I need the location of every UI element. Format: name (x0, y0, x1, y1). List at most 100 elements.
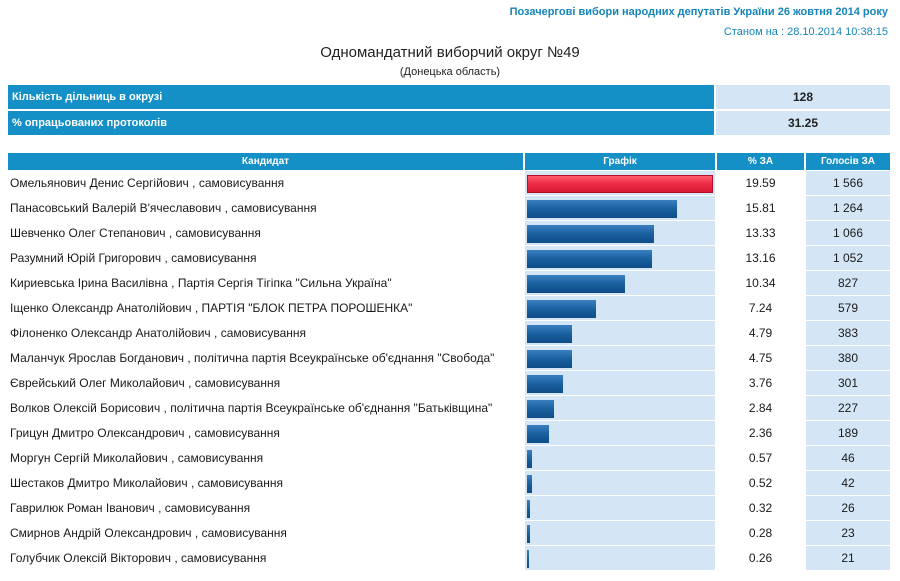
table-row: Шевченко Олег Степанович , самовисування… (8, 220, 890, 245)
votes-cell: 579 (806, 296, 890, 320)
percent-cell: 13.16 (717, 246, 804, 270)
candidate-name: Волков Олексій Борисович (10, 401, 161, 415)
chart-cell (525, 346, 715, 370)
column-header-votes[interactable]: Голосів ЗА (806, 153, 890, 170)
chart-cell (525, 546, 715, 570)
vote-share-bar (527, 400, 554, 418)
candidate-party: , самовисування (161, 251, 257, 265)
table-row: Голубчик Олексій Вікторович , самовисува… (8, 545, 890, 570)
election-title: Позачергові вибори народних депутатів Ук… (509, 6, 888, 18)
candidate-cell: Єврейський Олег Миколайович , самовисува… (8, 371, 523, 395)
candidate-party: , політична партія Всеукраїнське об'єдна… (160, 401, 493, 415)
percent-cell: 0.57 (717, 446, 804, 470)
table-row: Гаврилюк Роман Іванович , самовисування 0… (8, 495, 890, 520)
chart-cell (525, 446, 715, 470)
vote-share-bar (527, 500, 530, 518)
candidate-cell: Омельянович Денис Сергійович , самовисув… (8, 171, 523, 195)
percent-cell: 0.26 (717, 546, 804, 570)
candidate-cell: Разумний Юрій Григорович , самовисування (8, 246, 523, 270)
column-header-candidate[interactable]: Кандидат (8, 153, 523, 170)
candidate-name: Єврейський Олег Миколайович (10, 376, 185, 390)
percent-cell: 7.24 (717, 296, 804, 320)
vote-share-bar (527, 350, 572, 368)
votes-cell: 46 (806, 446, 890, 470)
summary-polling-stations: Кількість дільниць в окрузі 128 (8, 85, 890, 109)
percent-cell: 0.28 (717, 521, 804, 545)
vote-share-bar (527, 525, 530, 543)
district-title: Одномандатний виборчий округ №49 (320, 44, 580, 61)
table-row: Єврейський Олег Миколайович , самовисува… (8, 370, 890, 395)
percent-cell: 0.32 (717, 496, 804, 520)
candidate-cell: Голубчик Олексій Вікторович , самовисува… (8, 546, 523, 570)
chart-cell (525, 421, 715, 445)
candidate-name: Філоненко Олександр Анатолійович (10, 326, 211, 340)
votes-cell: 1 566 (806, 171, 890, 195)
candidate-name: Смирнов Андрій Олександрович (10, 526, 192, 540)
votes-cell: 380 (806, 346, 890, 370)
table-row: Кириевська Ірина Василівна , Партія Серг… (8, 270, 890, 295)
table-row: Панасовський Валерій В'ячеславович , сам… (8, 195, 890, 220)
candidate-party: , самовисування (210, 326, 307, 340)
table-row: Смирнов Андрій Олександрович , самовисув… (8, 520, 890, 545)
votes-cell: 23 (806, 521, 890, 545)
table-row: Шестаков Дмитро Миколайович , самовисува… (8, 470, 890, 495)
votes-cell: 227 (806, 396, 890, 420)
candidate-name: Моргун Сергій Миколайович (10, 451, 168, 465)
table-row: Омельянович Денис Сергійович , самовисув… (8, 170, 890, 195)
vote-share-bar (527, 325, 572, 343)
percent-cell: 10.34 (717, 271, 804, 295)
candidate-party: , самовисування (188, 176, 285, 190)
vote-share-bar (527, 200, 677, 218)
percent-cell: 3.76 (717, 371, 804, 395)
candidate-party: , самовисування (187, 476, 283, 490)
votes-cell: 42 (806, 471, 890, 495)
vote-share-bar (527, 275, 625, 293)
chart-cell (525, 521, 715, 545)
column-header-chart[interactable]: Графік (525, 153, 715, 170)
chart-cell (525, 321, 715, 345)
candidate-name: Шевченко Олег Степанович (10, 226, 166, 240)
votes-cell: 21 (806, 546, 890, 570)
candidate-cell: Грицун Дмитро Олександрович , самовисува… (8, 421, 523, 445)
candidate-party: , ПАРТІЯ "БЛОК ПЕТРА ПОРОШЕНКА" (191, 301, 413, 315)
table-row: Разумний Юрій Григорович , самовисування… (8, 245, 890, 270)
candidate-name: Іщенко Олександр Анатолійович (10, 301, 192, 315)
candidate-party: , самовисування (184, 426, 280, 440)
candidate-name: Голубчик Олексій Вікторович (10, 551, 171, 565)
chart-cell (525, 496, 715, 520)
chart-cell (525, 271, 715, 295)
table-row: Грицун Дмитро Олександрович , самовисува… (8, 420, 890, 445)
candidate-party: , самовисування (184, 376, 281, 390)
votes-cell: 1 066 (806, 221, 890, 245)
vote-share-bar (527, 375, 563, 393)
vote-share-bar (527, 250, 652, 268)
table-body: Омельянович Денис Сергійович , самовисув… (8, 170, 890, 570)
candidate-cell: Панасовський Валерій В'ячеславович , сам… (8, 196, 523, 220)
candidate-party: , самовисування (221, 201, 317, 215)
vote-share-bar (527, 175, 713, 193)
candidate-name: Маланчук Ярослав Богданович (10, 351, 185, 365)
votes-cell: 26 (806, 496, 890, 520)
table-header: Кандидат Графік % ЗА Голосів ЗА (8, 153, 890, 170)
candidate-name: Шестаков Дмитро Миколайович (10, 476, 188, 490)
chart-cell (525, 371, 715, 395)
candidate-cell: Філоненко Олександр Анатолійович , самов… (8, 321, 523, 345)
vote-share-bar (527, 550, 529, 568)
column-header-percent[interactable]: % ЗА (717, 153, 804, 170)
candidate-party: , самовисування (165, 226, 261, 240)
chart-cell (525, 196, 715, 220)
votes-cell: 1 264 (806, 196, 890, 220)
candidate-party: , самовисування (171, 551, 267, 565)
chart-cell (525, 246, 715, 270)
chart-cell (525, 221, 715, 245)
table-row: Філоненко Олександр Анатолійович , самов… (8, 320, 890, 345)
candidate-cell: Волков Олексій Борисович , політична пар… (8, 396, 523, 420)
votes-cell: 189 (806, 421, 890, 445)
vote-share-bar (527, 300, 596, 318)
results-table: Кандидат Графік % ЗА Голосів ЗА Омельяно… (8, 153, 890, 570)
summary-label: % опрацьованих протоколів (8, 111, 714, 135)
vote-share-bar (527, 450, 532, 468)
vote-share-bar (527, 425, 549, 443)
table-row: Волков Олексій Борисович , політична пар… (8, 395, 890, 420)
votes-cell: 1 052 (806, 246, 890, 270)
